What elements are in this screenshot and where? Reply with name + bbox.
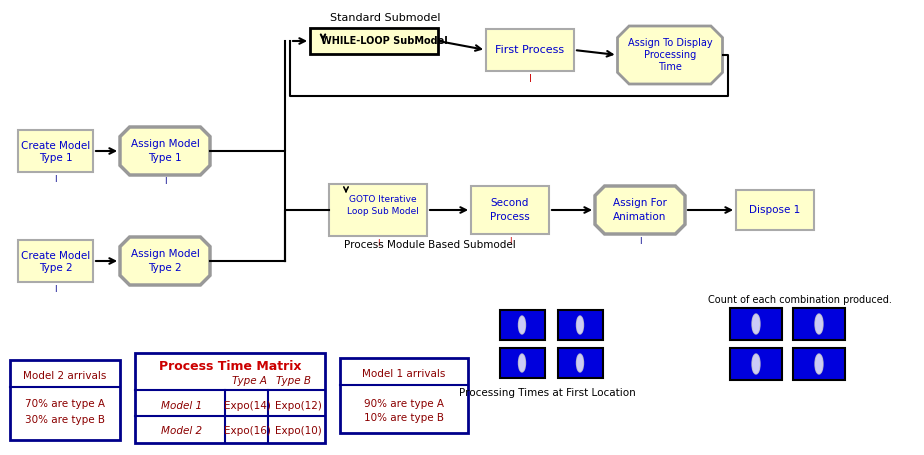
FancyBboxPatch shape [558,348,603,378]
Ellipse shape [815,314,823,334]
FancyBboxPatch shape [18,240,93,282]
Text: Type 1: Type 1 [39,153,72,163]
Text: Process Module Based Submodel: Process Module Based Submodel [344,240,516,250]
Text: Type 1: Type 1 [148,153,182,163]
Text: Type A: Type A [233,376,268,386]
Ellipse shape [577,354,583,372]
Text: First Process: First Process [495,45,565,55]
FancyBboxPatch shape [500,310,545,340]
Text: I: I [509,238,511,247]
FancyBboxPatch shape [793,308,845,340]
Text: Animation: Animation [614,212,667,222]
Text: Model 1 arrivals: Model 1 arrivals [362,369,445,379]
Text: I: I [638,238,641,247]
FancyBboxPatch shape [558,310,603,340]
Text: 90% are type A: 90% are type A [364,399,444,409]
FancyBboxPatch shape [340,358,468,433]
Text: Processing: Processing [644,50,696,60]
Text: Process: Process [490,212,529,222]
Text: Time: Time [658,62,682,72]
FancyBboxPatch shape [329,184,427,236]
Text: Expo(10): Expo(10) [274,426,322,436]
Text: I: I [164,177,166,187]
Text: Type 2: Type 2 [39,263,72,273]
FancyBboxPatch shape [18,130,93,172]
Text: Type B: Type B [275,376,310,386]
FancyBboxPatch shape [736,190,814,230]
Ellipse shape [752,354,760,374]
Text: Standard Submodel: Standard Submodel [330,13,440,23]
FancyBboxPatch shape [730,348,782,380]
Ellipse shape [752,314,760,334]
Text: Assign Model: Assign Model [130,139,200,149]
Text: I: I [55,284,56,293]
Text: Model 2: Model 2 [162,426,202,436]
FancyBboxPatch shape [10,360,120,440]
Text: Process Time Matrix: Process Time Matrix [159,360,301,374]
Ellipse shape [518,316,526,334]
Polygon shape [120,127,210,175]
Text: Create Model: Create Model [21,251,91,261]
Text: 30% are type B: 30% are type B [25,415,105,425]
Polygon shape [595,186,685,234]
Text: Expo(12): Expo(12) [274,401,322,411]
Text: 10% are type B: 10% are type B [364,413,444,423]
Ellipse shape [577,316,583,334]
Text: I: I [55,175,56,183]
Polygon shape [617,26,723,84]
Text: Create Model: Create Model [21,141,91,151]
Text: WHILE-LOOP SubModel: WHILE-LOOP SubModel [321,36,447,46]
Text: Dispose 1: Dispose 1 [749,205,800,215]
Text: Expo(14): Expo(14) [224,401,271,411]
FancyBboxPatch shape [500,348,545,378]
FancyBboxPatch shape [730,308,782,340]
Text: Count of each combination produced.: Count of each combination produced. [708,295,892,305]
Text: I: I [529,74,531,84]
Text: Assign For: Assign For [613,198,667,208]
Text: Second: Second [491,198,529,208]
FancyBboxPatch shape [471,186,549,234]
Text: GOTO Iterative: GOTO Iterative [349,196,417,204]
Polygon shape [120,237,210,285]
Text: Expo(16): Expo(16) [224,426,271,436]
Text: Assign Model: Assign Model [130,249,200,259]
Text: Type 2: Type 2 [148,263,182,273]
Text: Loop Sub Model: Loop Sub Model [347,207,419,217]
Text: I: I [377,239,379,248]
Text: Model 1: Model 1 [162,401,202,411]
FancyBboxPatch shape [793,348,845,380]
Text: 70% are type A: 70% are type A [25,399,105,409]
FancyBboxPatch shape [486,29,574,71]
Text: Processing Times at First Location: Processing Times at First Location [458,388,636,398]
Ellipse shape [518,354,526,372]
FancyBboxPatch shape [135,353,325,443]
Text: Assign To Display: Assign To Display [627,38,712,48]
FancyBboxPatch shape [310,28,438,54]
Text: Model 2 arrivals: Model 2 arrivals [23,371,106,381]
Ellipse shape [815,354,823,374]
